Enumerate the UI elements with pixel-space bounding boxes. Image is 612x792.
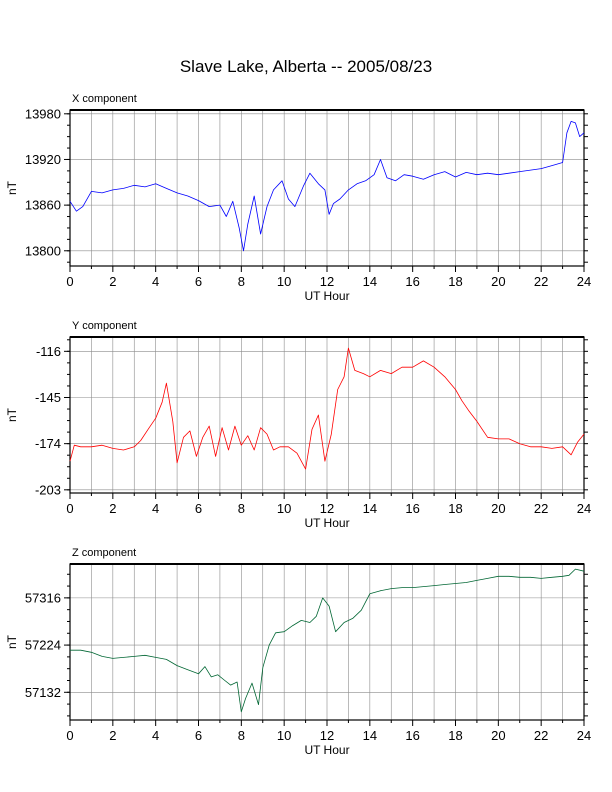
x-tick-label: 22 bbox=[534, 501, 548, 516]
x-tick-label: 6 bbox=[195, 728, 202, 743]
x-tick-label: 2 bbox=[109, 501, 116, 516]
x-tick-label: 2 bbox=[109, 274, 116, 289]
y-axis-label: nT bbox=[5, 407, 19, 422]
panel-label: X component bbox=[72, 93, 137, 105]
x-tick-label: 18 bbox=[448, 274, 462, 289]
x-tick-label: 6 bbox=[195, 501, 202, 516]
x-tick-label: 20 bbox=[491, 274, 505, 289]
x-tick-label: 16 bbox=[405, 501, 419, 516]
x-tick-label: 6 bbox=[195, 274, 202, 289]
x-tick-label: 8 bbox=[238, 274, 245, 289]
series-line bbox=[69, 121, 585, 252]
y-tick-label: -145 bbox=[35, 390, 61, 405]
x-tick-label: 2 bbox=[109, 728, 116, 743]
x-tick-label: 14 bbox=[363, 501, 377, 516]
x-tick-label: 4 bbox=[152, 274, 159, 289]
x-tick-label: 4 bbox=[152, 501, 159, 516]
panel-label: Z component bbox=[72, 547, 136, 559]
y-axis-label: nT bbox=[5, 634, 19, 649]
y-tick-label: 13860 bbox=[25, 198, 61, 213]
x-tick-label: 20 bbox=[491, 728, 505, 743]
y-tick-label: 13920 bbox=[25, 152, 61, 167]
x-tick-label: 8 bbox=[238, 501, 245, 516]
x-axis-label: UT Hour bbox=[304, 516, 349, 530]
x-tick-label: 10 bbox=[277, 728, 291, 743]
x-tick-label: 12 bbox=[320, 501, 334, 516]
y-tick-label: -203 bbox=[35, 482, 61, 497]
x-tick-label: 24 bbox=[577, 501, 591, 516]
x-tick-label: 10 bbox=[277, 501, 291, 516]
y-tick-label: -116 bbox=[36, 344, 61, 359]
x-tick-label: 12 bbox=[320, 728, 334, 743]
y-tick-label: 57316 bbox=[25, 590, 61, 605]
page-title: Slave Lake, Alberta -- 2005/08/23 bbox=[179, 57, 433, 76]
x-tick-label: 22 bbox=[534, 728, 548, 743]
x-tick-label: 0 bbox=[66, 274, 73, 289]
x-tick-label: 12 bbox=[320, 274, 334, 289]
y-tick-label: -174 bbox=[35, 436, 61, 451]
y-tick-label: 13980 bbox=[25, 106, 61, 121]
x-tick-label: 4 bbox=[152, 728, 159, 743]
x-tick-label: 24 bbox=[577, 728, 591, 743]
y-tick-label: 13800 bbox=[25, 243, 61, 258]
x-axis-label: UT Hour bbox=[304, 289, 349, 303]
x-tick-label: 20 bbox=[491, 501, 505, 516]
x-tick-label: 22 bbox=[534, 274, 548, 289]
series-line bbox=[69, 347, 585, 470]
x-tick-label: 8 bbox=[238, 728, 245, 743]
panel-label: Y component bbox=[72, 320, 137, 332]
x-tick-label: 10 bbox=[277, 274, 291, 289]
x-tick-label: 24 bbox=[577, 274, 591, 289]
x-tick-label: 18 bbox=[448, 501, 462, 516]
x-tick-label: 14 bbox=[363, 274, 377, 289]
x-tick-label: 14 bbox=[363, 728, 377, 743]
x-tick-label: 16 bbox=[405, 274, 419, 289]
y-axis-label: nT bbox=[5, 180, 19, 195]
x-tick-label: 0 bbox=[66, 501, 73, 516]
x-tick-label: 16 bbox=[405, 728, 419, 743]
y-tick-label: 57132 bbox=[25, 685, 61, 700]
y-tick-label: 57224 bbox=[25, 638, 61, 653]
series-line bbox=[70, 568, 585, 713]
x-tick-label: 0 bbox=[66, 728, 73, 743]
x-tick-label: 18 bbox=[448, 728, 462, 743]
x-axis-label: UT Hour bbox=[304, 743, 349, 757]
